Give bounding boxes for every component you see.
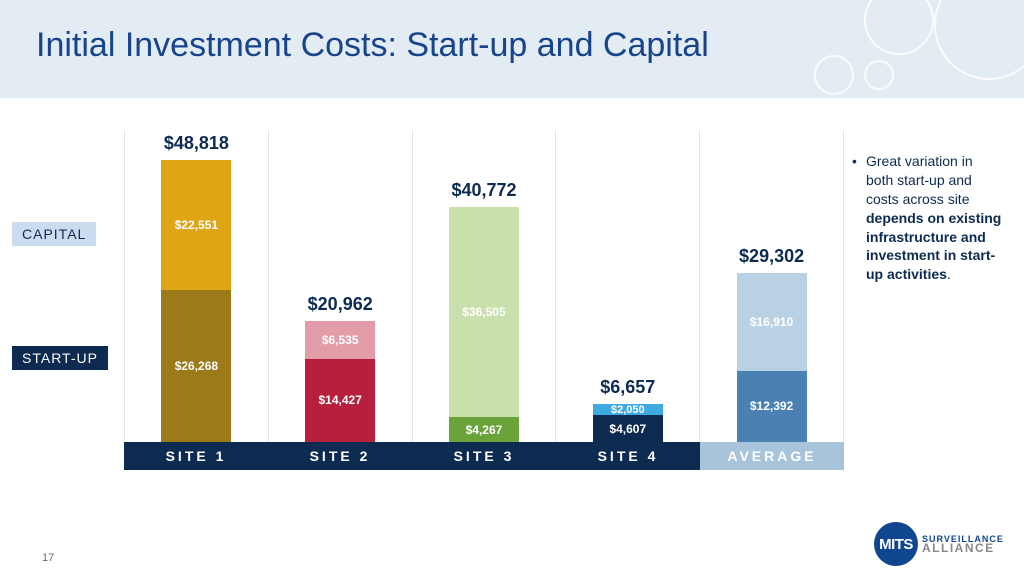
notes-bullet: •Great variation in both start-up and co…	[852, 152, 1002, 284]
axis-label-average: AVERAGE	[700, 442, 844, 470]
bar-segment-site4-startup: $4,607	[593, 415, 663, 442]
axis-label-site3: SITE 3	[412, 442, 556, 470]
bar-segment-site1-startup: $26,268	[161, 290, 231, 442]
chart-column-average: $16,910$12,392 $29,302	[700, 130, 844, 442]
bar-total-site2: $20,962	[269, 294, 412, 315]
axis-label-site1: SITE 1	[124, 442, 268, 470]
stacked-bar-chart: $22,551$26,268 $48,818 $6,535$14,427 $20,96…	[124, 130, 844, 470]
bar-total-average: $29,302	[700, 246, 843, 267]
bar-segment-site2-capital: $6,535	[305, 321, 375, 359]
legend-startup: START-UP	[12, 346, 108, 370]
bar-total-site4: $6,657	[556, 377, 699, 398]
slide-title: Initial Investment Costs: Start-up and C…	[36, 26, 709, 65]
logo-badge: MITS	[874, 522, 918, 566]
axis-label-site4: SITE 4	[556, 442, 700, 470]
bar-segment-site4-capital: $2,050	[593, 404, 663, 416]
page-number: 17	[42, 552, 54, 564]
chart-column-site3: $36,505$4,267 $40,772	[413, 130, 557, 442]
bar-total-site1: $48,818	[125, 133, 268, 154]
notes-text-bold: depends on existing infrastructure and i…	[866, 210, 1001, 283]
logo: MITS SURVEILLANCE ALLIANCE	[874, 522, 1004, 566]
chart-column-site1: $22,551$26,268 $48,818	[124, 130, 269, 442]
logo-line2: ALLIANCE	[922, 543, 1004, 554]
bar-segment-average-startup: $12,392	[737, 371, 807, 442]
bar-segment-site1-capital: $22,551	[161, 160, 231, 290]
bar-segment-site2-startup: $14,427	[305, 359, 375, 442]
bar-segment-average-capital: $16,910	[737, 273, 807, 371]
chart-column-site2: $6,535$14,427 $20,962	[269, 130, 413, 442]
notes-text-plain: Great variation in both start-up and cos…	[866, 153, 973, 207]
chart-column-site4: $2,050$4,607 $6,657	[556, 130, 700, 442]
bar-segment-site3-startup: $4,267	[449, 417, 519, 442]
legend-capital: CAPITAL	[12, 222, 96, 246]
bar-total-site3: $40,772	[413, 180, 556, 201]
bar-segment-site3-capital: $36,505	[449, 207, 519, 418]
axis-label-site2: SITE 2	[268, 442, 412, 470]
